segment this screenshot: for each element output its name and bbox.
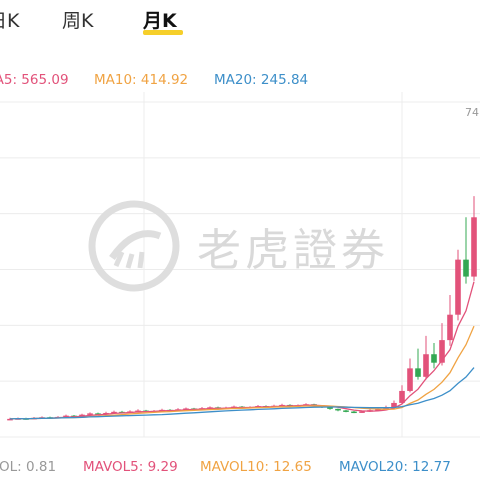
ma10-line bbox=[9, 325, 475, 420]
candle-body bbox=[327, 407, 333, 409]
candlestick-chart[interactable] bbox=[0, 92, 480, 447]
candle-body bbox=[431, 354, 437, 363]
ma20-line bbox=[9, 367, 475, 420]
candle-body bbox=[423, 354, 429, 377]
candle-body bbox=[95, 413, 101, 415]
candle-body bbox=[391, 402, 397, 408]
vol-value: VOL: 0.81 bbox=[0, 459, 57, 475]
tab-daily-k[interactable]: 日K bbox=[0, 10, 20, 32]
candle-body bbox=[111, 411, 117, 414]
mavol5-value: MAVOL5: 9.29 bbox=[83, 459, 178, 475]
chart-grid bbox=[0, 92, 480, 438]
candle-body bbox=[455, 259, 461, 315]
candle-body bbox=[463, 259, 469, 277]
candle-body bbox=[471, 217, 477, 277]
tab-weekly-k[interactable]: 周K bbox=[62, 10, 94, 32]
ma10-value: MA10: 414.92 bbox=[94, 72, 189, 88]
candle-body bbox=[359, 411, 365, 413]
ma5-value: MA5: 565.09 bbox=[0, 72, 69, 88]
period-tabs: 日K 周K 月K bbox=[0, 0, 480, 42]
moving-average-lines bbox=[9, 281, 475, 420]
mavol20-value: MAVOL20: 12.77 bbox=[339, 459, 451, 475]
candle-body bbox=[415, 368, 421, 377]
ma20-value: MA20: 245.84 bbox=[214, 72, 309, 88]
candle-body bbox=[407, 368, 413, 391]
tab-monthly-k[interactable]: 月K bbox=[143, 10, 177, 32]
volume-legend: VOL: 0.81 MAVOL5: 9.29 MAVOL10: 12.65 MA… bbox=[0, 459, 480, 479]
active-tab-indicator bbox=[143, 30, 183, 35]
mavol10-value: MAVOL10: 12.65 bbox=[200, 459, 312, 475]
max-price-label: 74 bbox=[465, 106, 479, 119]
candle-body bbox=[87, 413, 93, 415]
candle-body bbox=[343, 410, 349, 412]
ma-legend: MA5: 565.09 MA10: 414.92 MA20: 245.84 bbox=[0, 72, 480, 92]
candle-body bbox=[399, 390, 405, 403]
candle-body bbox=[375, 409, 381, 411]
candle-body bbox=[7, 418, 13, 421]
candle-body bbox=[335, 408, 341, 411]
candle-body bbox=[63, 415, 69, 418]
candle-body bbox=[351, 411, 357, 414]
candle-body bbox=[439, 340, 445, 363]
candle-body bbox=[447, 314, 453, 341]
candlestick-series bbox=[7, 196, 477, 421]
candle-body bbox=[79, 414, 85, 417]
